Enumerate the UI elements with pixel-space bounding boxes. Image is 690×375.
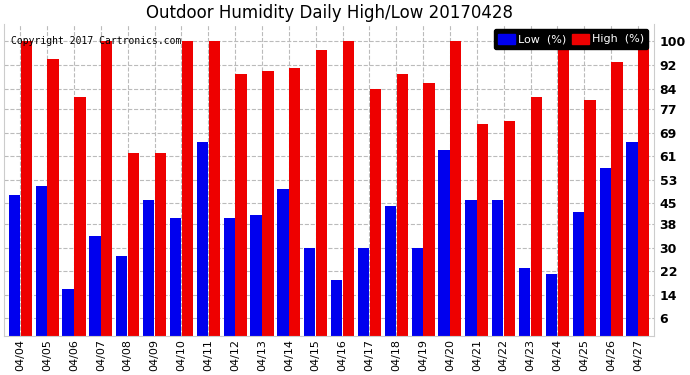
Bar: [116, 256, 128, 336]
Bar: [101, 41, 112, 336]
Bar: [611, 62, 622, 336]
Bar: [331, 280, 342, 336]
Bar: [181, 41, 193, 336]
Bar: [21, 41, 32, 336]
Bar: [627, 141, 638, 336]
Bar: [89, 236, 101, 336]
Bar: [250, 215, 262, 336]
Bar: [62, 289, 74, 336]
Bar: [155, 153, 166, 336]
Bar: [197, 141, 208, 336]
Bar: [465, 201, 477, 336]
Bar: [504, 121, 515, 336]
Bar: [208, 41, 220, 336]
Bar: [492, 201, 504, 336]
Text: Copyright 2017 Cartronics.com: Copyright 2017 Cartronics.com: [10, 36, 181, 46]
Bar: [316, 50, 327, 336]
Bar: [411, 248, 423, 336]
Bar: [262, 71, 273, 336]
Bar: [558, 41, 569, 336]
Bar: [343, 41, 354, 336]
Bar: [358, 248, 369, 336]
Bar: [143, 201, 155, 336]
Bar: [224, 218, 235, 336]
Bar: [600, 168, 611, 336]
Bar: [477, 124, 489, 336]
Bar: [584, 100, 595, 336]
Bar: [546, 274, 557, 336]
Bar: [424, 82, 435, 336]
Bar: [277, 189, 288, 336]
Bar: [438, 150, 450, 336]
Bar: [385, 206, 396, 336]
Bar: [531, 98, 542, 336]
Bar: [128, 153, 139, 336]
Bar: [450, 41, 462, 336]
Bar: [235, 74, 246, 336]
Bar: [36, 186, 47, 336]
Bar: [638, 41, 649, 336]
Bar: [519, 268, 530, 336]
Bar: [170, 218, 181, 336]
Bar: [9, 195, 20, 336]
Bar: [48, 59, 59, 336]
Bar: [397, 74, 408, 336]
Bar: [75, 98, 86, 336]
Bar: [304, 248, 315, 336]
Title: Outdoor Humidity Daily High/Low 20170428: Outdoor Humidity Daily High/Low 20170428: [146, 4, 513, 22]
Bar: [289, 68, 300, 336]
Bar: [573, 212, 584, 336]
Bar: [370, 88, 381, 336]
Legend: Low  (%), High  (%): Low (%), High (%): [493, 29, 649, 49]
